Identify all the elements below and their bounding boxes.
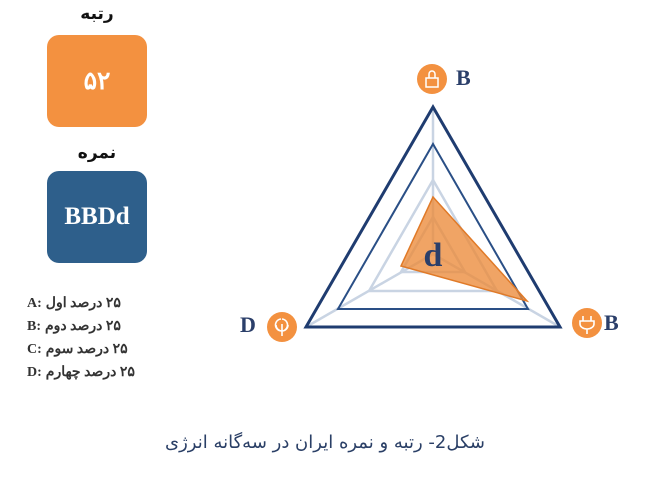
trilemma-diagram: d B B D bbox=[240, 64, 619, 342]
center-label: d bbox=[424, 237, 443, 274]
grade-label: نمره bbox=[77, 143, 117, 163]
icon-lock bbox=[425, 77, 439, 88]
caption: شکل2- رتبه و نمره ایران در سه‌گانه انرژی bbox=[165, 432, 485, 453]
vertex-label: B bbox=[604, 310, 619, 335]
legend-row: B: ۲۵ درصد دوم bbox=[27, 315, 135, 338]
icon-lock bbox=[428, 70, 436, 78]
legend-text: ۲۵ درصد چهارم bbox=[45, 365, 135, 380]
legend-text: ۲۵ درصد دوم bbox=[45, 319, 121, 334]
legend-key: A: bbox=[27, 295, 42, 311]
icon bbox=[417, 64, 447, 94]
vertex-label: B bbox=[456, 65, 471, 90]
outer-triangle bbox=[303, 103, 563, 329]
grade-box: BBDd bbox=[47, 171, 147, 263]
legend-row: A: ۲۵ درصد اول bbox=[27, 292, 135, 315]
vertex-label: D bbox=[240, 312, 256, 337]
legend-row: C: ۲۵ درصد سوم bbox=[27, 338, 135, 361]
ring bbox=[336, 141, 530, 310]
legend-key: D: bbox=[27, 364, 42, 380]
icon-plug bbox=[579, 316, 595, 334]
legend-row: D: ۲۵ درصد چهارم bbox=[27, 361, 135, 384]
grade-value: BBDd bbox=[64, 203, 130, 230]
iran-area bbox=[399, 195, 530, 303]
rank-box: ۵۲ bbox=[47, 35, 147, 127]
rank-label: رتبه bbox=[80, 4, 114, 24]
legend-text: ۲۵ درصد سوم bbox=[45, 342, 128, 357]
icon-tree bbox=[274, 318, 289, 336]
legend-text: ۲۵ درصد اول bbox=[45, 296, 121, 311]
icon bbox=[572, 308, 602, 338]
legend-key: C: bbox=[27, 341, 42, 357]
legend: A: ۲۵ درصد اول B: ۲۵ درصد دوم C: ۲۵ درصد سو… bbox=[27, 292, 135, 384]
legend-key: B: bbox=[27, 318, 41, 334]
rank-value: ۵۲ bbox=[83, 68, 111, 95]
